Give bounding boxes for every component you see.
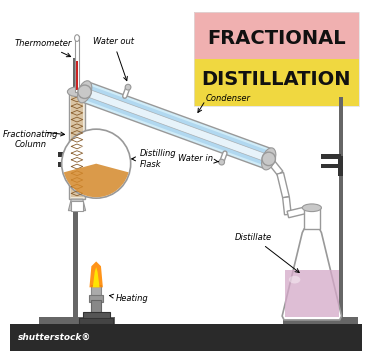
Polygon shape	[287, 205, 313, 218]
Ellipse shape	[68, 87, 87, 97]
Text: Receiving Flask: Receiving Flask	[279, 328, 345, 337]
Bar	[321, 154, 341, 159]
Ellipse shape	[80, 145, 90, 153]
Ellipse shape	[125, 84, 131, 90]
Bar	[338, 156, 342, 176]
Bar	[83, 312, 110, 320]
Polygon shape	[282, 229, 342, 320]
Bar	[194, 59, 359, 106]
Text: FRACTIONAL: FRACTIONAL	[207, 29, 346, 48]
Polygon shape	[83, 88, 270, 163]
Bar	[321, 164, 341, 169]
Bar	[91, 300, 101, 314]
Polygon shape	[81, 82, 272, 169]
Bar	[71, 201, 83, 211]
Bar	[69, 92, 85, 199]
Bar	[58, 152, 75, 157]
Circle shape	[62, 129, 131, 198]
Ellipse shape	[77, 81, 92, 103]
Bar	[75, 36, 79, 92]
Bar	[79, 318, 113, 324]
Polygon shape	[80, 89, 90, 97]
Ellipse shape	[78, 85, 91, 98]
Bar	[194, 12, 359, 59]
Polygon shape	[64, 164, 128, 197]
Bar	[58, 162, 75, 166]
Polygon shape	[283, 197, 291, 215]
Text: Fractionating
Column: Fractionating Column	[3, 130, 59, 149]
Bar	[91, 285, 101, 297]
Bar	[76, 63, 79, 71]
Bar	[194, 12, 359, 106]
Bar	[39, 317, 115, 324]
Ellipse shape	[262, 152, 275, 166]
Text: Condenser: Condenser	[206, 94, 250, 103]
Polygon shape	[277, 173, 289, 198]
Text: DISTILLATION: DISTILLATION	[201, 70, 351, 90]
Polygon shape	[93, 267, 99, 287]
Bar	[73, 58, 78, 324]
Bar	[72, 154, 77, 174]
Ellipse shape	[75, 35, 79, 42]
Ellipse shape	[302, 204, 321, 212]
Bar	[71, 94, 83, 197]
Polygon shape	[266, 157, 283, 175]
Text: Distilling
Flask: Distilling Flask	[132, 149, 176, 169]
Bar	[304, 208, 320, 229]
Text: Heating: Heating	[109, 294, 148, 303]
Polygon shape	[90, 261, 103, 287]
Text: Water out: Water out	[93, 38, 134, 81]
Polygon shape	[82, 84, 271, 166]
Bar	[90, 295, 103, 302]
Polygon shape	[285, 270, 339, 317]
Polygon shape	[68, 199, 86, 211]
Text: Distillate: Distillate	[235, 233, 299, 272]
Text: Water in: Water in	[178, 154, 218, 163]
Text: shutterstock®: shutterstock®	[18, 333, 91, 342]
Bar	[283, 317, 358, 324]
Bar	[10, 324, 362, 350]
Bar	[339, 97, 344, 324]
Ellipse shape	[262, 148, 276, 170]
Bar	[76, 61, 78, 90]
Ellipse shape	[219, 159, 225, 165]
Text: Thermometer: Thermometer	[15, 39, 72, 57]
Ellipse shape	[289, 276, 300, 284]
